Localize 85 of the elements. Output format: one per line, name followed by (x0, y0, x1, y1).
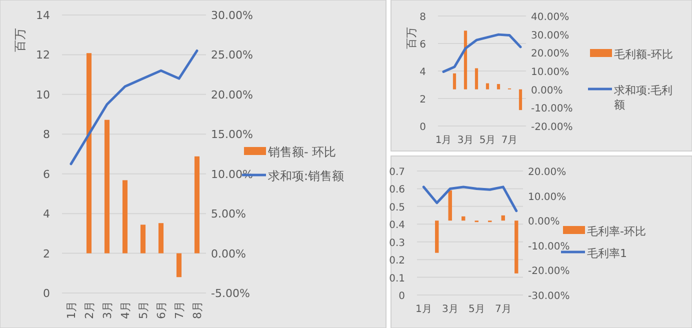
y-tick-label: 0 (43, 287, 50, 300)
y-tick-label: 0.1 (389, 273, 405, 284)
y2-tick-label: -30.00% (528, 291, 570, 302)
y2-tick-label: 25.00% (211, 48, 253, 62)
x-tick-label: 7月 (173, 301, 186, 319)
x-tick-label: 3月 (101, 301, 114, 319)
y2-tick-label: -10.00% (531, 104, 573, 115)
y-tick-label: 0.2 (389, 256, 405, 267)
x-tick-label: 8月 (191, 301, 204, 319)
bar (158, 223, 164, 254)
y-tick-label: 0.6 (389, 184, 405, 196)
legend-label: 求和项:销售额 (268, 169, 344, 183)
y2-tick-label: 5.00% (211, 208, 246, 221)
y2-tick-label: 30.00% (531, 30, 570, 42)
y2-tick-label: 15.00% (211, 128, 253, 142)
x-tick-label: 5月 (137, 301, 150, 319)
y2-tick-label: 0.00% (531, 85, 563, 96)
y-tick-label: 14 (36, 9, 50, 22)
y-tick-label: 2 (420, 94, 426, 106)
y-tick-label: 8 (420, 12, 426, 23)
y-tick-label: 0.5 (389, 202, 405, 214)
y2-tick-label: 20.00% (211, 88, 253, 102)
y2-tick-label: 0.00% (528, 216, 560, 228)
y-axis-title: 百万 (405, 27, 418, 49)
bar (501, 215, 505, 221)
legend-label: 销售额- 环比 (267, 145, 336, 159)
y2-tick-label: -5.00% (211, 287, 250, 300)
bar (496, 84, 500, 90)
line-series (442, 33, 522, 73)
legend-label: 毛利率-环比 (587, 225, 646, 238)
x-tick-label: 5月 (468, 304, 485, 315)
x-tick-label: 4月 (119, 301, 132, 319)
x-tick-label: 3月 (442, 304, 458, 315)
y2-tick-label: -20.00% (528, 266, 570, 278)
y-tick-label: 6 (420, 40, 426, 50)
bar (452, 73, 456, 90)
bar (474, 68, 478, 90)
y2-tick-label: -20.00% (531, 122, 573, 133)
y2-tick-label: 20.00% (528, 167, 566, 178)
y-tick-label: 4 (43, 208, 50, 221)
y2-tick-label: 20.00% (531, 48, 570, 60)
y-tick-label: 12 (36, 48, 50, 62)
bar (514, 220, 518, 274)
bar (518, 89, 522, 110)
x-tick-label: 1月 (65, 301, 78, 319)
y2-tick-label: 0.00% (211, 247, 246, 260)
line-series (70, 49, 198, 166)
bar (176, 253, 182, 278)
y-tick-label: 2 (43, 247, 50, 260)
y-tick-label: 4 (420, 67, 426, 78)
x-tick-label: 3月 (457, 135, 474, 146)
y-tick-label: 10 (36, 88, 50, 102)
legend-label: 毛利率1 (587, 247, 627, 260)
bar (464, 30, 468, 90)
bar (448, 190, 452, 221)
y2-tick-label: 10.00% (531, 67, 570, 78)
x-tick-label: 7月 (494, 304, 512, 315)
y-tick-label: 0 (398, 291, 405, 302)
bar (486, 83, 490, 90)
y-tick-label: 8 (43, 128, 50, 142)
y-tick-label: 6 (43, 168, 50, 181)
y-tick-label: 0.7 (389, 167, 405, 178)
x-tick-label: 5月 (479, 135, 496, 146)
bar (140, 224, 146, 254)
bar (194, 156, 200, 254)
bar (86, 53, 92, 254)
y-axis-title: 百万 (13, 28, 27, 52)
x-tick-label: 1月 (435, 135, 452, 146)
x-tick-label: 2月 (83, 301, 96, 319)
bar (435, 220, 439, 253)
x-tick-label: 7月 (501, 135, 518, 146)
y2-tick-label: 10.00% (528, 192, 566, 203)
legend-label: 求和项:毛利额 (614, 84, 673, 112)
bar (104, 120, 110, 254)
y2-tick-label: -10.00% (528, 241, 570, 252)
y-tick-label: 0.3 (389, 238, 405, 249)
y-tick-label: 0.4 (389, 220, 405, 232)
y2-tick-label: 40.00% (531, 12, 570, 23)
line-series (422, 186, 518, 212)
x-tick-label: 6月 (155, 301, 168, 319)
x-tick-label: 1月 (415, 304, 432, 315)
legend-label: 毛利额-环比 (614, 48, 673, 61)
y-tick-label: 0 (420, 122, 426, 133)
y2-tick-label: 30.00% (211, 9, 253, 22)
bar (122, 180, 128, 254)
